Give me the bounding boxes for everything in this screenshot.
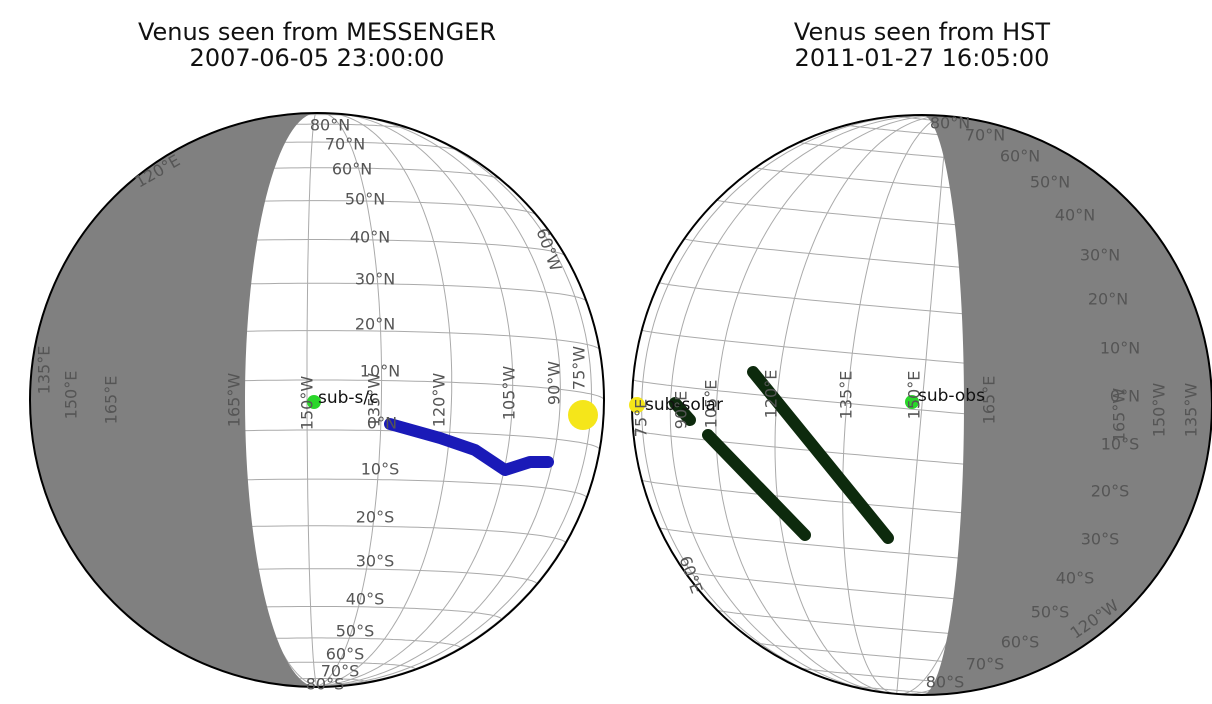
lat-label: 80°N [310, 116, 350, 135]
lat-label: 60°N [1000, 147, 1040, 166]
lon-label: 105°W [500, 366, 519, 421]
lat-label: 20°S [356, 508, 395, 527]
lat-label: 10°S [1101, 435, 1140, 454]
point-label: sub-solar [645, 395, 723, 415]
lat-label: 40°N [1055, 206, 1095, 225]
lon-label: 135°E [35, 346, 54, 395]
lon-label: 90°W [545, 361, 564, 405]
point-label: sub-s/c [318, 388, 379, 408]
meridian [316, 112, 453, 687]
lat-label: 60°S [326, 645, 365, 664]
lat-label: 0°N [1110, 387, 1140, 406]
lon-label: 150°W [1150, 383, 1169, 438]
lon-label: 105°E [702, 380, 721, 429]
lat-label: 70°N [325, 135, 365, 154]
lat-label: 50°N [1030, 173, 1070, 192]
meridian [842, 115, 948, 695]
track [669, 397, 696, 426]
marker [629, 397, 645, 413]
meridian [669, 114, 948, 694]
lat-label: 30°S [356, 552, 395, 571]
lat-label: 50°S [1031, 603, 1070, 622]
lon-label: 90°E [672, 391, 691, 429]
lat-label: 80°S [926, 673, 965, 692]
lat-label: 50°S [336, 622, 375, 641]
lat-label: 20°N [1088, 290, 1128, 309]
night-side [30, 113, 317, 687]
lat-label: 30°N [355, 270, 395, 289]
lat-label: 80°S [306, 675, 345, 694]
lon-label: 165°E [980, 376, 999, 425]
lat-label: 30°S [1081, 530, 1120, 549]
track [702, 429, 811, 541]
lon-label: 135°W [1182, 383, 1201, 438]
track [384, 418, 554, 476]
lat-label: 70°N [965, 126, 1005, 145]
lat-label: 40°S [1056, 569, 1095, 588]
lat-label: 0°N [367, 414, 397, 433]
night-side [922, 115, 1212, 695]
meridian [715, 115, 948, 694]
marker [905, 395, 919, 409]
lat-label: 10°N [360, 362, 400, 381]
meridian [306, 112, 318, 687]
lon-label: 120°E [762, 370, 781, 419]
lon-label: 135°E [837, 371, 856, 420]
lat-label: 20°S [1091, 482, 1130, 501]
panel-subtitle: 2011-01-27 16:05:00 [795, 44, 1050, 72]
marker [307, 395, 321, 409]
lon-label: 150°W [298, 376, 317, 431]
meridian [641, 114, 948, 692]
panel-title: Venus seen from HST [794, 18, 1051, 46]
lat-label: 10°S [361, 460, 400, 479]
lat-label: 10°N [1100, 339, 1140, 358]
lon-label: 165°E [102, 376, 121, 425]
lat-label: 20°N [355, 315, 395, 334]
lon-label: 150°E [62, 371, 81, 420]
lon-label: 75°E [632, 399, 651, 437]
lat-label: 70°S [966, 655, 1005, 674]
lat-label: 40°S [346, 590, 385, 609]
lat-label: 60°N [332, 160, 372, 179]
lat-label: 70°S [321, 662, 360, 681]
meridian [316, 120, 593, 687]
lat-label: 60°S [1001, 633, 1040, 652]
panel-title: Venus seen from MESSENGER [138, 18, 496, 46]
lat-label: 40°N [350, 228, 390, 247]
point-label: sub-obs [918, 386, 985, 406]
lon-label: 150°E [905, 371, 924, 420]
lon-label: 165°W [1110, 388, 1129, 443]
meridian [316, 114, 561, 687]
lon-label: 165°W [225, 373, 244, 428]
panel-subtitle: 2007-06-05 23:00:00 [190, 44, 445, 72]
lon-label: 135°W [365, 373, 384, 428]
meridian [316, 112, 383, 687]
lat-label: 50°N [345, 190, 385, 209]
meridian [316, 113, 514, 687]
lon-label: 75°W [570, 346, 589, 390]
lat-label: 80°N [930, 114, 970, 133]
limb [29, 112, 605, 688]
meridian [774, 115, 948, 694]
marker [568, 400, 598, 430]
globe-hst: 80°N70°N 60°N 50°N 40°N 30°N 20°N 10°N 0°N 10°S 2… [629, 114, 1212, 696]
lon-label: 120°W [430, 373, 449, 428]
lat-label: 30°N [1080, 246, 1120, 265]
track [747, 366, 894, 544]
globe-messenger: 80°N70°N 60°N 50°N 40°N 30°N 20°N 10°N 0°N 10°S 2… [29, 112, 605, 694]
